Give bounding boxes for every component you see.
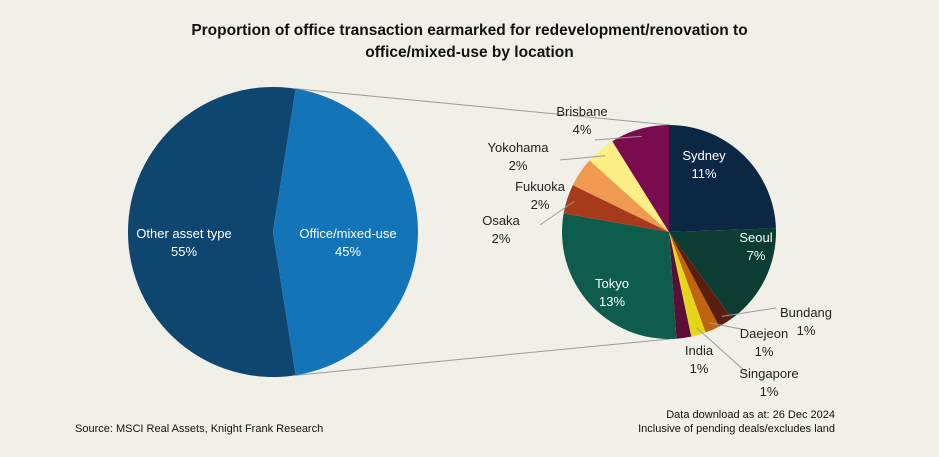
breakdown-label-bundang: Bundang 1% xyxy=(780,305,832,338)
main-pie-label-other-asset-type: Other asset type 55% xyxy=(136,226,231,259)
breakdown-slice-tokyo xyxy=(562,213,677,340)
breakdown-label-brisbane: Brisbane 4% xyxy=(556,104,607,137)
data-download-note: Data download as at: 26 Dec 2024 xyxy=(666,409,835,421)
breakdown-label-seoul: Seoul 7% xyxy=(739,230,772,263)
breakdown-label-yokohama: Yokohama 2% xyxy=(488,140,550,173)
breakdown-slice-seoul xyxy=(669,228,776,319)
breakdown-slice-yokohama xyxy=(589,141,669,232)
leader-line-osaka xyxy=(539,200,575,226)
pending-deals-note: Inclusive of pending deals/excludes land xyxy=(638,423,835,435)
breakdown-slice-india xyxy=(669,232,692,339)
breakdown-slice-singapore xyxy=(669,232,706,337)
breakdown-slice-bundang xyxy=(669,232,732,327)
breakdown-slice-brisbane xyxy=(612,125,669,232)
main-pie-slice-office-mixed-use xyxy=(273,88,418,376)
breakdown-label-india: India 1% xyxy=(685,343,714,376)
leader-line-singapore xyxy=(696,327,747,373)
breakdown-slice-fukuoka xyxy=(572,160,669,232)
connector-line-top xyxy=(295,88,671,126)
breakdown-label-osaka: Osaka 2% xyxy=(482,213,520,246)
breakdown-slice-sydney xyxy=(669,125,776,232)
chart-title-line-1: Proportion of office transaction earmark… xyxy=(191,22,748,39)
breakdown-label-sydney: Sydney 11% xyxy=(682,148,726,181)
breakdown-slice-osaka xyxy=(563,185,669,232)
breakdown-slice-daejeon xyxy=(669,232,720,333)
breakdown-label-tokyo: Tokyo 13% xyxy=(595,276,629,309)
breakdown-label-daejeon: Daejeon 1% xyxy=(740,326,788,359)
chart-title-line-2: office/mixed-use by location xyxy=(365,44,574,61)
leader-line-yokohama xyxy=(559,155,606,161)
main-pie-label-office-mixed-use: Office/mixed-use 45% xyxy=(299,226,396,259)
leader-line-daejeon xyxy=(709,322,747,331)
breakdown-label-singapore: Singapore 1% xyxy=(739,366,798,399)
breakdown-label-fukuoka: Fukuoka 2% xyxy=(515,179,566,212)
connector-line-bottom xyxy=(295,338,671,376)
source-note: Source: MSCI Real Assets, Knight Frank R… xyxy=(75,423,324,435)
leader-line-bundang xyxy=(721,307,777,317)
main-pie-slice-other-asset-type xyxy=(127,86,296,378)
leader-line-brisbane xyxy=(594,135,642,141)
